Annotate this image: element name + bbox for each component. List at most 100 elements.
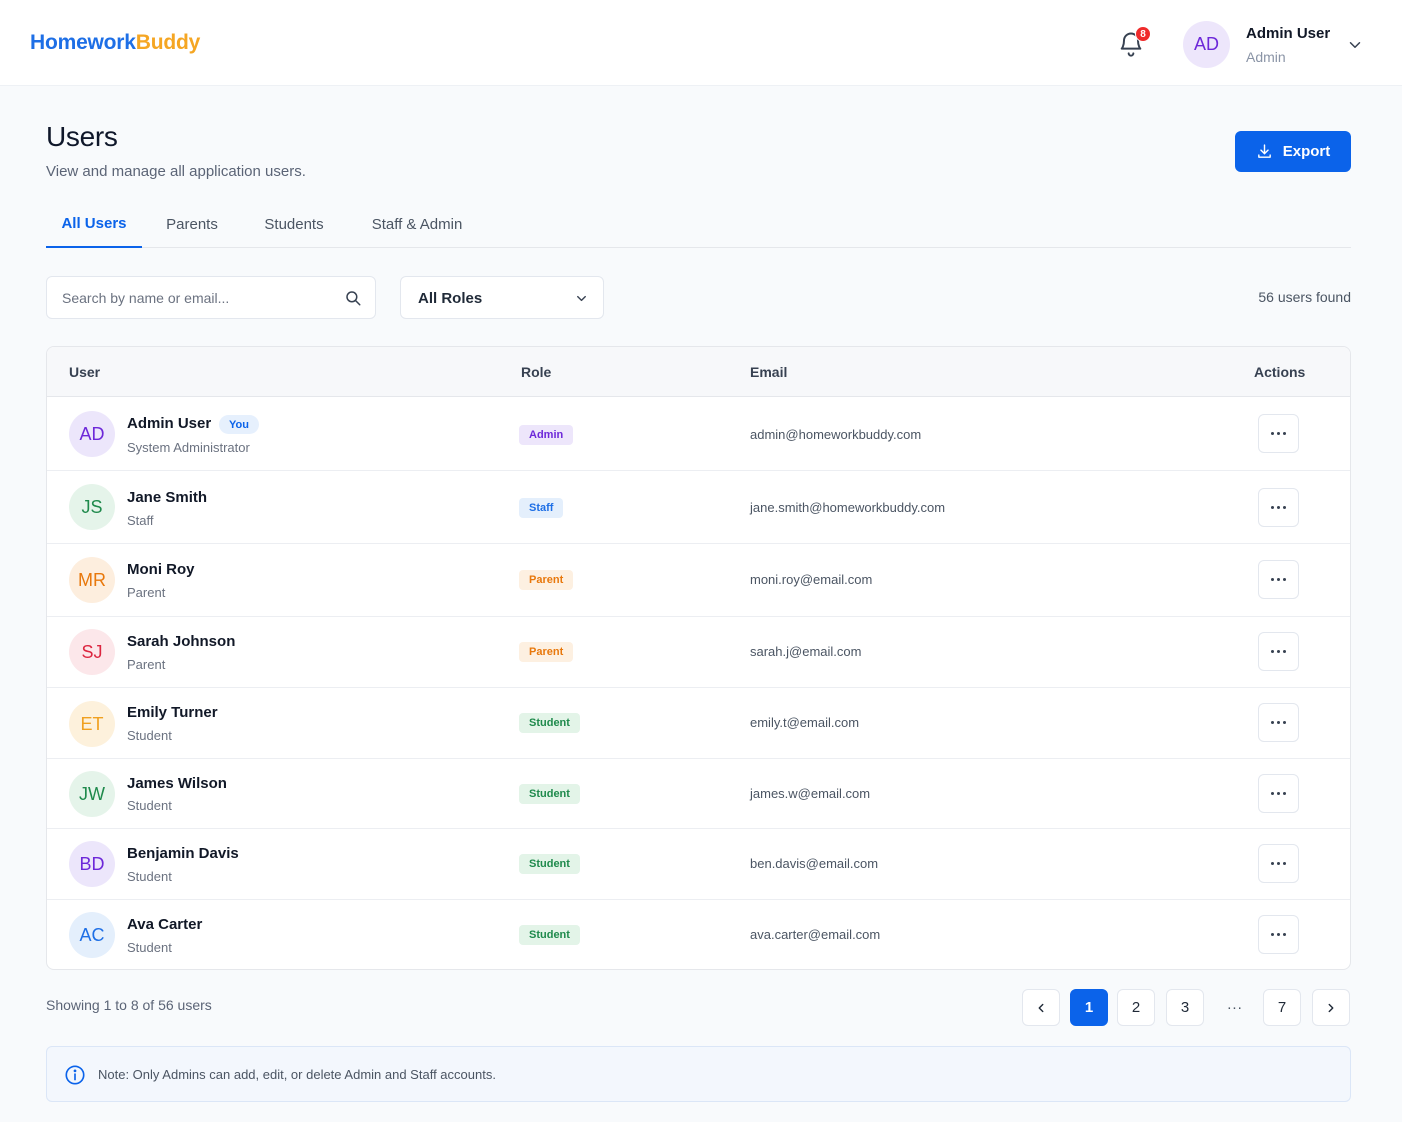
role-badge: Parent	[519, 570, 574, 590]
notification-count-badge: 8	[1135, 26, 1151, 42]
page-button-2[interactable]: 2	[1117, 989, 1155, 1026]
pagination-summary: Showing 1 to 8 of 56 users	[46, 997, 212, 1013]
role-badge: Admin	[519, 425, 574, 445]
top-navbar: HomeworkBuddy 8 AD Admin User Admin	[0, 0, 1402, 86]
export-button-label: Export	[1282, 143, 1331, 160]
user-subtitle: Parent	[127, 585, 166, 600]
user-subtitle: Student	[127, 940, 172, 955]
brand-logo-part1: Homework	[30, 31, 136, 54]
table-row[interactable]: AD Admin User You System Administrator A…	[47, 397, 1350, 471]
tab-parents[interactable]: Parents	[166, 215, 218, 233]
user-email: emily.t@email.com	[750, 715, 860, 730]
role-badge: Student	[519, 854, 580, 874]
user-name: Jane Smith	[127, 489, 208, 506]
users-table: User Role Email Actions AD Admin User Yo…	[46, 346, 1351, 970]
user-email: sarah.j@email.com	[750, 644, 862, 659]
table-header: User Role Email Actions	[47, 347, 1350, 397]
role-badge: Parent	[519, 642, 574, 662]
row-actions-button[interactable]	[1258, 774, 1299, 813]
avatar: JS	[69, 484, 115, 530]
user-subtitle: Student	[127, 728, 172, 743]
user-name: Emily Turner	[127, 704, 218, 721]
table-row[interactable]: BD Benjamin Davis Student Student ben.da…	[47, 829, 1350, 900]
users-found-count: 56 users found	[1258, 289, 1351, 305]
table-row[interactable]: JS Jane Smith Staff Staff jane.smith@hom…	[47, 471, 1350, 544]
user-email: james.w@email.com	[750, 786, 871, 801]
next-page-button[interactable]	[1312, 989, 1350, 1026]
user-email: ava.carter@email.com	[750, 927, 881, 942]
user-email: jane.smith@homeworkbuddy.com	[750, 500, 946, 515]
column-header-email: Email	[750, 364, 788, 380]
row-actions-button[interactable]	[1258, 703, 1299, 742]
role-badge: Student	[519, 925, 580, 945]
user-name: James Wilson	[127, 775, 227, 792]
tab-students[interactable]: Students	[264, 215, 324, 233]
header-user-role: Admin	[1246, 49, 1286, 65]
user-name: Benjamin Davis	[127, 845, 239, 862]
page-subtitle: View and manage all application users.	[46, 163, 306, 180]
avatar: AC	[69, 912, 115, 958]
note-text: Note: Only Admins can add, edit, or dele…	[98, 1067, 496, 1082]
table-row[interactable]: AC Ava Carter Student Student ava.carter…	[47, 900, 1350, 969]
page-button-7[interactable]: 7	[1263, 989, 1301, 1026]
brand-logo[interactable]: HomeworkBuddy	[30, 31, 200, 55]
avatar: SJ	[69, 629, 115, 675]
search-box	[46, 276, 376, 319]
role-badge: Student	[519, 784, 580, 804]
column-header-user: User	[69, 364, 101, 380]
download-icon	[1257, 144, 1271, 158]
role-filter-dropdown[interactable]: All Roles	[400, 276, 604, 319]
chevron-down-icon[interactable]	[1346, 36, 1364, 54]
table-row[interactable]: MR Moni Roy Parent Parent moni.roy@email…	[47, 544, 1350, 617]
avatar: AD	[69, 411, 115, 457]
avatar: ET	[69, 701, 115, 747]
row-actions-button[interactable]	[1258, 632, 1299, 671]
pagination-ellipsis: ...	[1227, 996, 1243, 1013]
prev-page-button[interactable]	[1022, 989, 1060, 1026]
user-email: moni.roy@email.com	[750, 572, 873, 587]
chevron-right-icon	[1328, 1003, 1334, 1012]
export-button[interactable]: Export	[1235, 131, 1351, 172]
avatar: JW	[69, 771, 115, 817]
row-actions-button[interactable]	[1258, 844, 1299, 883]
column-header-role: Role	[521, 364, 552, 380]
user-subtitle: System Administrator	[127, 440, 250, 455]
user-tabs: All Users Parents Students Staff & Admin	[46, 200, 1351, 248]
user-name: Sarah Johnson	[127, 633, 236, 650]
user-subtitle: Staff	[127, 513, 154, 528]
you-badge: You	[219, 415, 259, 434]
user-email: ben.davis@email.com	[750, 856, 879, 871]
user-subtitle: Student	[127, 869, 172, 884]
info-icon	[65, 1065, 85, 1085]
table-row[interactable]: ET Emily Turner Student Student emily.t@…	[47, 688, 1350, 759]
search-icon[interactable]	[344, 289, 362, 307]
user-name: Moni Roy	[127, 561, 195, 578]
table-row[interactable]: JW James Wilson Student Student james.w@…	[47, 759, 1350, 829]
page-button-3[interactable]: 3	[1166, 989, 1204, 1026]
tab-all-users[interactable]: All Users	[46, 200, 142, 248]
tab-staff-admin[interactable]: Staff & Admin	[371, 215, 463, 233]
table-row[interactable]: SJ Sarah Johnson Parent Parent sarah.j@e…	[47, 617, 1350, 688]
search-input[interactable]	[62, 277, 332, 318]
role-badge: Student	[519, 713, 580, 733]
column-header-actions: Actions	[1254, 364, 1306, 380]
row-actions-button[interactable]	[1258, 560, 1299, 599]
row-actions-button[interactable]	[1258, 488, 1299, 527]
user-name: Ava Carter	[127, 916, 203, 933]
header-user-name[interactable]: Admin User	[1246, 25, 1331, 42]
page-button-1[interactable]: 1	[1070, 989, 1108, 1026]
page-title: Users	[46, 121, 118, 152]
row-actions-button[interactable]	[1258, 915, 1299, 954]
role-filter-value: All Roles	[418, 290, 483, 307]
bell-icon[interactable]	[1117, 30, 1145, 58]
brand-logo-part2: Buddy	[135, 31, 201, 54]
role-badge: Staff	[519, 498, 564, 518]
user-email: admin@homeworkbuddy.com	[750, 427, 922, 442]
chevron-left-icon	[1038, 1003, 1044, 1012]
avatar: BD	[69, 841, 115, 887]
admin-note-banner: Note: Only Admins can add, edit, or dele…	[46, 1046, 1351, 1102]
header-avatar[interactable]: AD	[1183, 21, 1230, 68]
row-actions-button[interactable]	[1258, 414, 1299, 453]
avatar: MR	[69, 557, 115, 603]
user-name: Admin User	[127, 415, 212, 432]
